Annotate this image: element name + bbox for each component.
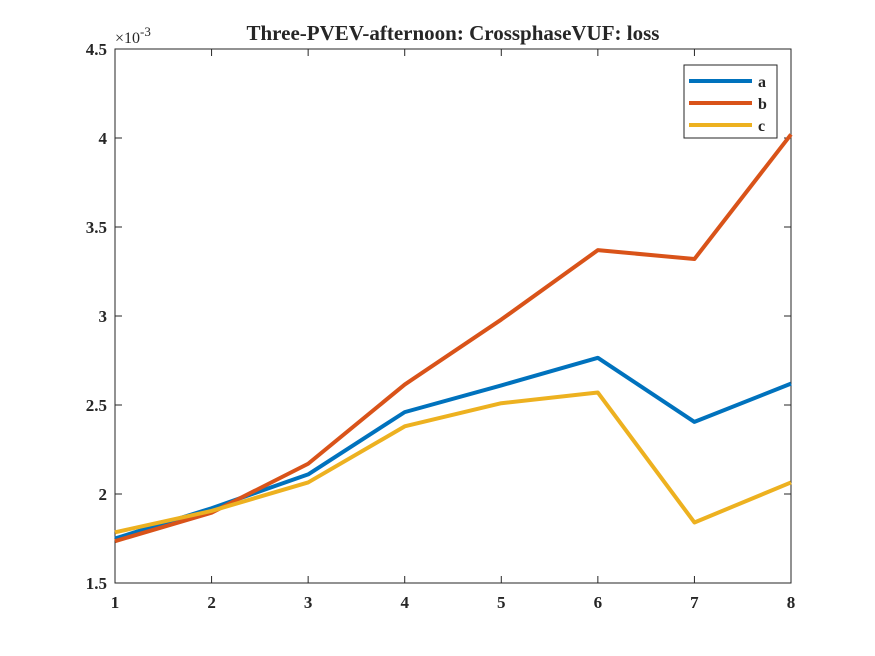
- series-line-c: [114, 390, 792, 535]
- y-tick-label: 1.5: [86, 574, 107, 593]
- axes: 1 2 3 4 5 6 7 8 1.5 2 2.5 3 3.5 4 4.5: [86, 40, 796, 612]
- legend-label-a: a: [758, 74, 766, 91]
- x-tick-label: 8: [787, 593, 796, 612]
- y-tick-label: 2.5: [86, 396, 107, 415]
- x-tick-label: 2: [207, 593, 216, 612]
- x-tick-label: 6: [594, 593, 603, 612]
- x-tick-label: 1: [111, 593, 120, 612]
- y-exponent-label: ×10-3: [115, 24, 151, 47]
- x-tick-label: 3: [304, 593, 313, 612]
- series-lines: [114, 133, 793, 544]
- y-tick-label: 4: [99, 129, 108, 148]
- legend-label-c: c: [758, 118, 765, 135]
- legend: abc: [683, 64, 778, 139]
- y-tick-label: 3.5: [86, 218, 107, 237]
- y-tick-label: 2: [99, 485, 108, 504]
- x-tick-label: 4: [400, 593, 409, 612]
- legend-label-b: b: [758, 96, 767, 113]
- y-tick-label: 3: [99, 307, 108, 326]
- y-tick-label: 4.5: [86, 40, 107, 59]
- x-tick-label: 7: [690, 593, 699, 612]
- plot-area: [114, 48, 792, 584]
- x-tick-label: 5: [497, 593, 506, 612]
- chart-title: Three-PVEV-afternoon: CrossphaseVUF: los…: [247, 21, 660, 45]
